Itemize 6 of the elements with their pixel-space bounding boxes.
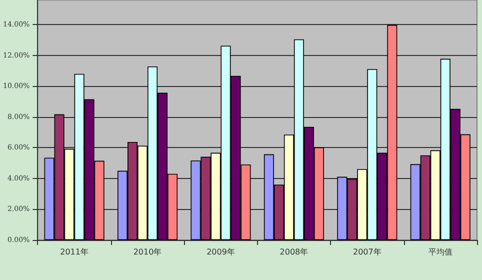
x-tick-label: 平均值: [428, 248, 452, 256]
x-tick-label: 2007年: [352, 248, 382, 256]
x-tick-label: 2008年: [280, 248, 308, 256]
x-tick-label: 2009年: [206, 248, 235, 256]
x-tick-label: 2011年: [60, 248, 88, 256]
x-tick-label: 2010年: [133, 248, 162, 256]
